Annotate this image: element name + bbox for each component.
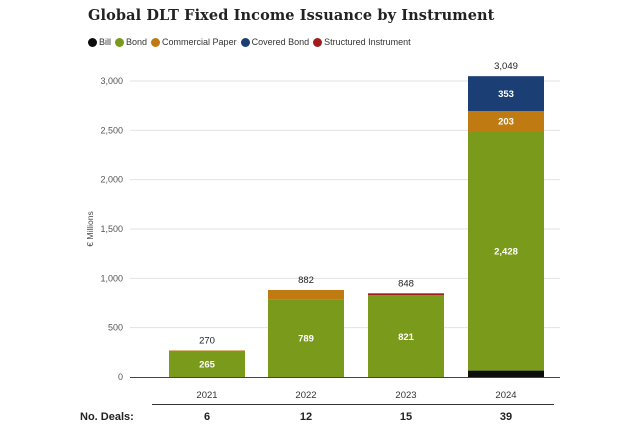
chart-title: Global DLT Fixed Income Issuance by Inst… xyxy=(88,7,495,24)
bar-bond-2021 xyxy=(169,350,245,377)
legend-label: Covered Bond xyxy=(251,37,310,47)
segment-label: 203 xyxy=(498,117,514,128)
legend-item-covered-bond: Covered Bond xyxy=(240,37,310,47)
y-tick-label: 0 xyxy=(118,372,123,382)
legend-item-structured-instrument: Structured Instrument xyxy=(313,37,411,47)
bar-commercial-paper-2022 xyxy=(268,289,344,300)
bar-structured-instrument-2023 xyxy=(368,293,444,296)
deals-count: 12 xyxy=(300,411,312,423)
bar-bond-2024 xyxy=(468,131,544,371)
x-tick-label: 2022 xyxy=(295,390,316,401)
y-tick-label: 1,500 xyxy=(100,224,123,234)
segment-label: 821 xyxy=(398,332,415,343)
bar-commercial-paper-2023 xyxy=(368,295,444,296)
legend-item-bond: Bond xyxy=(115,37,147,47)
y-tick-label: 3,000 xyxy=(100,76,123,86)
bar-covered-bond-2024 xyxy=(468,76,544,111)
legend-label: Structured Instrument xyxy=(324,37,411,47)
segment-label: 265 xyxy=(199,359,216,370)
chart-legend: Bill Bond Commercial Paper Covered Bond Stru… xyxy=(88,36,415,48)
y-tick-label: 2,500 xyxy=(100,125,123,135)
segment-label: 789 xyxy=(298,334,314,345)
legend-swatch xyxy=(88,37,97,47)
bar-bill-2024 xyxy=(468,370,544,377)
x-tick-label: 2023 xyxy=(395,390,416,401)
legend-item-bill: Bill xyxy=(88,37,111,47)
legend-swatch xyxy=(313,37,323,47)
legend-swatch xyxy=(115,37,125,47)
x-tick-label: 2024 xyxy=(495,390,516,401)
bar-commercial-paper-2021 xyxy=(169,350,245,351)
x-tick-label: 2021 xyxy=(196,390,217,401)
deals-count: 39 xyxy=(500,411,512,423)
y-tick-label: 1,000 xyxy=(100,273,123,283)
total-label: 3,049 xyxy=(494,61,518,72)
total-label: 270 xyxy=(199,335,215,346)
y-tick-label: 2,000 xyxy=(100,175,123,185)
legend-label: Commercial Paper xyxy=(162,37,237,47)
deals-count: 15 xyxy=(400,411,412,423)
total-label: 882 xyxy=(298,275,314,286)
deals-label: No. Deals: xyxy=(80,411,134,423)
legend-swatch xyxy=(240,37,250,47)
bar-bond-2022 xyxy=(268,299,344,377)
bar-commercial-paper-2024 xyxy=(468,110,544,132)
segment-label: 2,428 xyxy=(494,246,518,257)
deals-count: 6 xyxy=(204,411,210,423)
legend-item-commercial-paper: Commercial Paper xyxy=(151,37,237,47)
legend-label: Bond xyxy=(126,37,148,47)
total-label: 848 xyxy=(398,278,414,289)
bar-bond-2023 xyxy=(368,295,444,377)
segment-label: 353 xyxy=(498,89,514,100)
y-tick-label: 500 xyxy=(108,323,123,333)
legend-label: Bill xyxy=(99,37,112,47)
y-axis-title: € Millions xyxy=(85,211,95,246)
legend-swatch xyxy=(151,37,161,47)
